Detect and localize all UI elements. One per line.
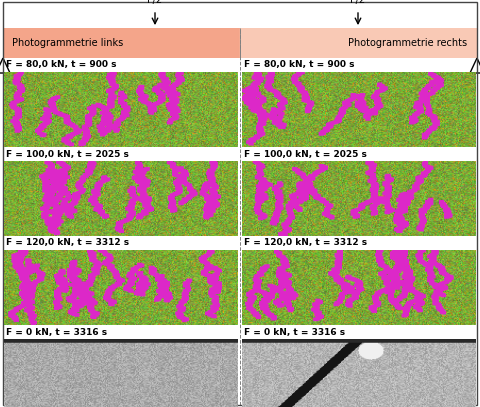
- Bar: [3, 28, 240, 58]
- Text: F = 100,0 kN, t = 2025 s: F = 100,0 kN, t = 2025 s: [6, 149, 129, 158]
- Text: F = 0 kN, t = 3316 s: F = 0 kN, t = 3316 s: [6, 328, 108, 337]
- Text: F = 0 kN, t = 3316 s: F = 0 kN, t = 3316 s: [244, 328, 346, 337]
- Text: F = 80,0 kN, t = 900 s: F = 80,0 kN, t = 900 s: [6, 61, 117, 70]
- Bar: [240, 28, 477, 58]
- Text: Photogrammetrie links: Photogrammetrie links: [12, 38, 124, 48]
- Text: F/2: F/2: [147, 0, 163, 5]
- Text: F = 80,0 kN, t = 900 s: F = 80,0 kN, t = 900 s: [244, 61, 355, 70]
- Text: Photogrammetrie rechts: Photogrammetrie rechts: [348, 38, 468, 48]
- Text: F = 100,0 kN, t = 2025 s: F = 100,0 kN, t = 2025 s: [244, 149, 367, 158]
- Text: F/2: F/2: [350, 0, 366, 5]
- Text: F = 120,0 kN, t = 3312 s: F = 120,0 kN, t = 3312 s: [244, 239, 368, 247]
- Text: F = 120,0 kN, t = 3312 s: F = 120,0 kN, t = 3312 s: [6, 239, 130, 247]
